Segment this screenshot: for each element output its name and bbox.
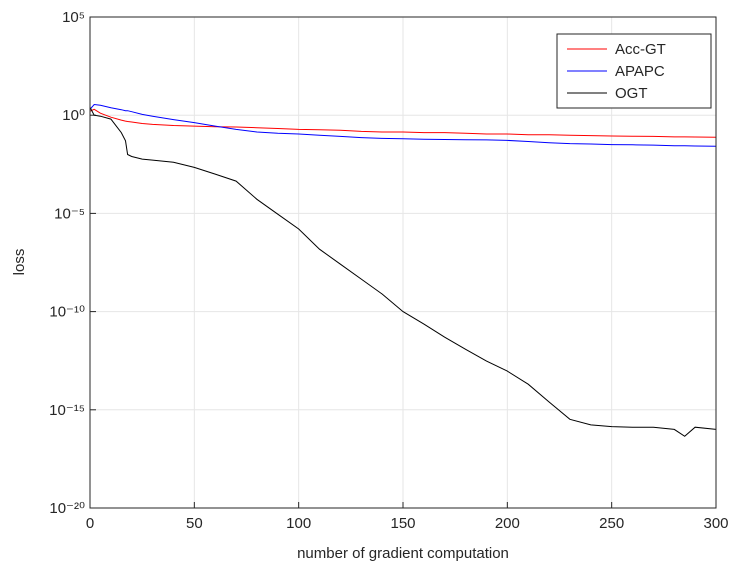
plot-frame — [89, 16, 717, 509]
x-tick-label: 250 — [599, 515, 624, 532]
y-axis-label: loss — [11, 249, 28, 276]
legend-label: Acc-GT — [615, 41, 666, 58]
y-tick-label: 10⁻¹⁰ — [49, 304, 85, 321]
y-tick-label: 10⁻⁵ — [54, 205, 85, 222]
line-series — [89, 108, 717, 138]
y-tick-label: 10⁵ — [62, 9, 85, 26]
line-series — [89, 103, 717, 147]
x-tick-label: 200 — [495, 515, 520, 532]
x-tick-label: 150 — [390, 515, 415, 532]
x-tick-label: 100 — [286, 515, 311, 532]
y-tick-label: 10⁰ — [62, 107, 85, 124]
legend-label: APAPC — [615, 63, 665, 80]
y-tick-label: 10⁻²⁰ — [49, 500, 85, 517]
line-series — [89, 107, 717, 437]
x-tick-label: 50 — [186, 515, 203, 532]
y-tick-label: 10⁻¹⁵ — [49, 402, 85, 419]
x-tick-label: 0 — [86, 515, 94, 532]
x-axis-label: number of gradient computation — [297, 545, 509, 562]
legend-label: OGT — [615, 85, 648, 102]
x-tick-label: 300 — [703, 515, 728, 532]
